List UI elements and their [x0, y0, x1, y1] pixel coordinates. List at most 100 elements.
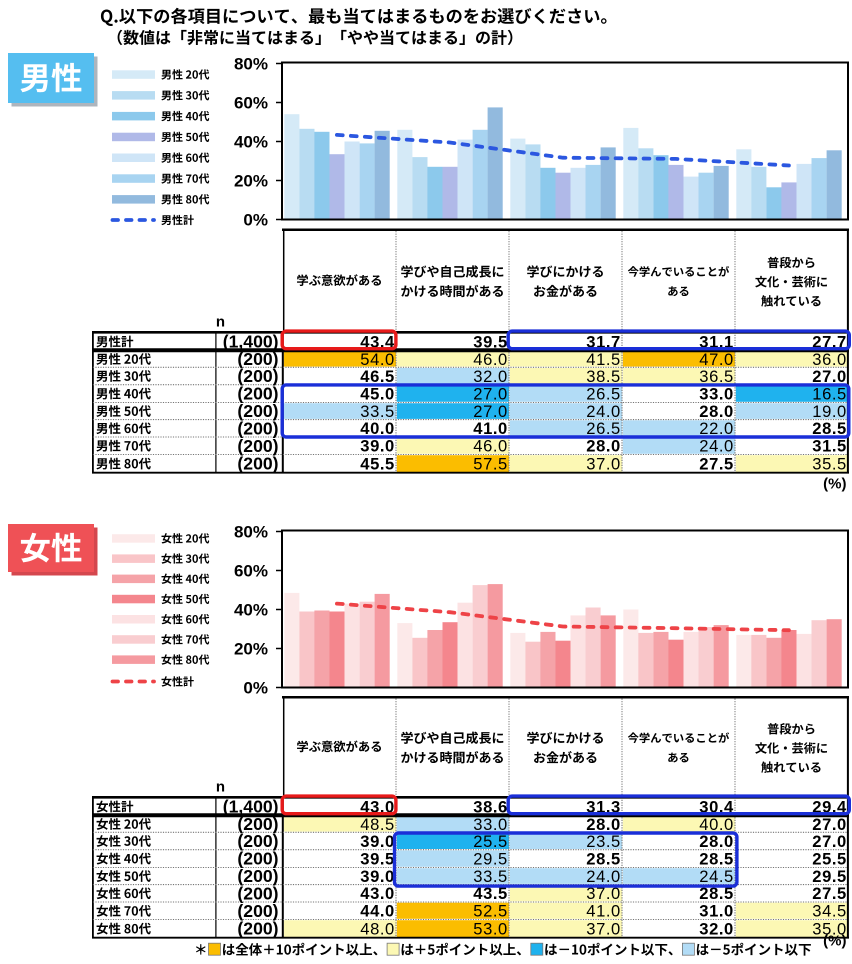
- svg-text:60%: 60%: [234, 94, 268, 113]
- svg-text:20%: 20%: [234, 172, 268, 191]
- svg-text:33.0: 33.0: [473, 815, 508, 834]
- svg-text:80%: 80%: [234, 55, 268, 74]
- svg-text:33.5: 33.5: [473, 867, 508, 886]
- svg-text:38.6: 38.6: [473, 797, 508, 816]
- svg-text:27.5: 27.5: [812, 884, 847, 903]
- svg-text:41.0: 41.0: [473, 419, 508, 438]
- svg-text:(200): (200): [237, 919, 278, 939]
- svg-text:35.0: 35.0: [812, 920, 847, 939]
- svg-text:(200): (200): [237, 454, 278, 474]
- svg-text:(1,400): (1,400): [223, 332, 279, 352]
- svg-text:(200): (200): [237, 401, 278, 421]
- svg-text:41.0: 41.0: [586, 902, 621, 921]
- svg-text:33.5: 33.5: [360, 402, 395, 421]
- svg-text:32.0: 32.0: [699, 920, 734, 939]
- svg-text:40.0: 40.0: [360, 419, 395, 438]
- svg-text:60%: 60%: [234, 562, 268, 581]
- svg-text:16.5: 16.5: [812, 385, 847, 404]
- svg-text:n: n: [216, 313, 225, 330]
- svg-text:0%: 0%: [243, 679, 268, 698]
- svg-text:(200): (200): [237, 436, 278, 456]
- svg-text:24.0: 24.0: [586, 402, 621, 421]
- svg-text:43.0: 43.0: [360, 884, 395, 903]
- svg-text:29.5: 29.5: [473, 850, 508, 869]
- svg-text:(1,400): (1,400): [223, 797, 279, 817]
- svg-text:43.0: 43.0: [360, 797, 395, 816]
- svg-text:27.0: 27.0: [812, 832, 847, 851]
- svg-text:27.0: 27.0: [812, 815, 847, 834]
- svg-text:39.0: 39.0: [360, 437, 395, 456]
- svg-text:31.3: 31.3: [586, 797, 621, 816]
- svg-text:(200): (200): [237, 814, 278, 834]
- svg-text:40.0: 40.0: [699, 815, 734, 834]
- svg-text:39.5: 39.5: [473, 332, 508, 351]
- svg-text:39.0: 39.0: [360, 832, 395, 851]
- svg-text:28.5: 28.5: [586, 850, 621, 869]
- svg-text:(200): (200): [237, 366, 278, 386]
- svg-text:53.0: 53.0: [473, 920, 508, 939]
- svg-text:47.0: 47.0: [699, 350, 734, 369]
- svg-text:(200): (200): [237, 901, 278, 921]
- svg-text:27.0: 27.0: [812, 367, 847, 386]
- svg-text:19.0: 19.0: [812, 402, 847, 421]
- svg-text:31.0: 31.0: [699, 902, 734, 921]
- svg-text:30.4: 30.4: [699, 797, 734, 816]
- svg-text:25.5: 25.5: [812, 850, 847, 869]
- svg-text:46.0: 46.0: [473, 437, 508, 456]
- svg-text:39.5: 39.5: [360, 850, 395, 869]
- svg-text:36.5: 36.5: [699, 367, 734, 386]
- svg-text:28.0: 28.0: [699, 832, 734, 851]
- svg-text:24.0: 24.0: [699, 437, 734, 456]
- svg-text:(200): (200): [237, 866, 278, 886]
- svg-text:(200): (200): [237, 831, 278, 851]
- svg-text:26.5: 26.5: [586, 419, 621, 438]
- svg-text:46.5: 46.5: [360, 367, 395, 386]
- svg-text:0%: 0%: [243, 211, 268, 230]
- svg-text:41.5: 41.5: [586, 350, 621, 369]
- svg-text:(200): (200): [237, 849, 278, 869]
- svg-text:28.5: 28.5: [699, 884, 734, 903]
- svg-text:31.5: 31.5: [812, 437, 847, 456]
- svg-text:54.0: 54.0: [360, 350, 395, 369]
- svg-text:44.0: 44.0: [360, 902, 395, 921]
- svg-text:46.0: 46.0: [473, 350, 508, 369]
- svg-text:28.0: 28.0: [699, 402, 734, 421]
- svg-text:24.0: 24.0: [586, 867, 621, 886]
- svg-text:23.5: 23.5: [586, 832, 621, 851]
- svg-text:52.5: 52.5: [473, 902, 508, 921]
- svg-text:36.0: 36.0: [812, 350, 847, 369]
- svg-text:27.0: 27.0: [473, 402, 508, 421]
- svg-text:27.5: 27.5: [699, 455, 734, 474]
- svg-text:31.1: 31.1: [699, 332, 734, 351]
- svg-text:(200): (200): [237, 418, 278, 438]
- svg-text:27.0: 27.0: [473, 385, 508, 404]
- svg-text:22.0: 22.0: [699, 419, 734, 438]
- svg-text:33.0: 33.0: [699, 385, 734, 404]
- svg-text:37.0: 37.0: [586, 884, 621, 903]
- svg-text:(%): (%): [823, 933, 846, 950]
- svg-text:45.0: 45.0: [360, 385, 395, 404]
- svg-text:34.5: 34.5: [812, 902, 847, 921]
- svg-text:(200): (200): [237, 883, 278, 903]
- svg-text:80%: 80%: [234, 523, 268, 542]
- svg-text:48.0: 48.0: [360, 920, 395, 939]
- svg-text:40%: 40%: [234, 601, 268, 620]
- svg-text:(%): (%): [823, 476, 846, 493]
- svg-text:20%: 20%: [234, 640, 268, 659]
- svg-text:28.0: 28.0: [586, 815, 621, 834]
- svg-text:35.5: 35.5: [812, 455, 847, 474]
- svg-text:32.0: 32.0: [473, 367, 508, 386]
- svg-text:48.5: 48.5: [360, 815, 395, 834]
- svg-text:27.7: 27.7: [812, 332, 847, 351]
- svg-text:37.0: 37.0: [586, 920, 621, 939]
- svg-text:n: n: [216, 778, 225, 795]
- svg-text:45.5: 45.5: [360, 455, 395, 474]
- svg-text:29.5: 29.5: [812, 867, 847, 886]
- svg-text:29.4: 29.4: [812, 797, 847, 816]
- svg-text:28.5: 28.5: [812, 419, 847, 438]
- svg-text:37.0: 37.0: [586, 455, 621, 474]
- svg-text:(200): (200): [237, 384, 278, 404]
- svg-text:57.5: 57.5: [473, 455, 508, 474]
- svg-text:38.5: 38.5: [586, 367, 621, 386]
- svg-text:26.5: 26.5: [586, 385, 621, 404]
